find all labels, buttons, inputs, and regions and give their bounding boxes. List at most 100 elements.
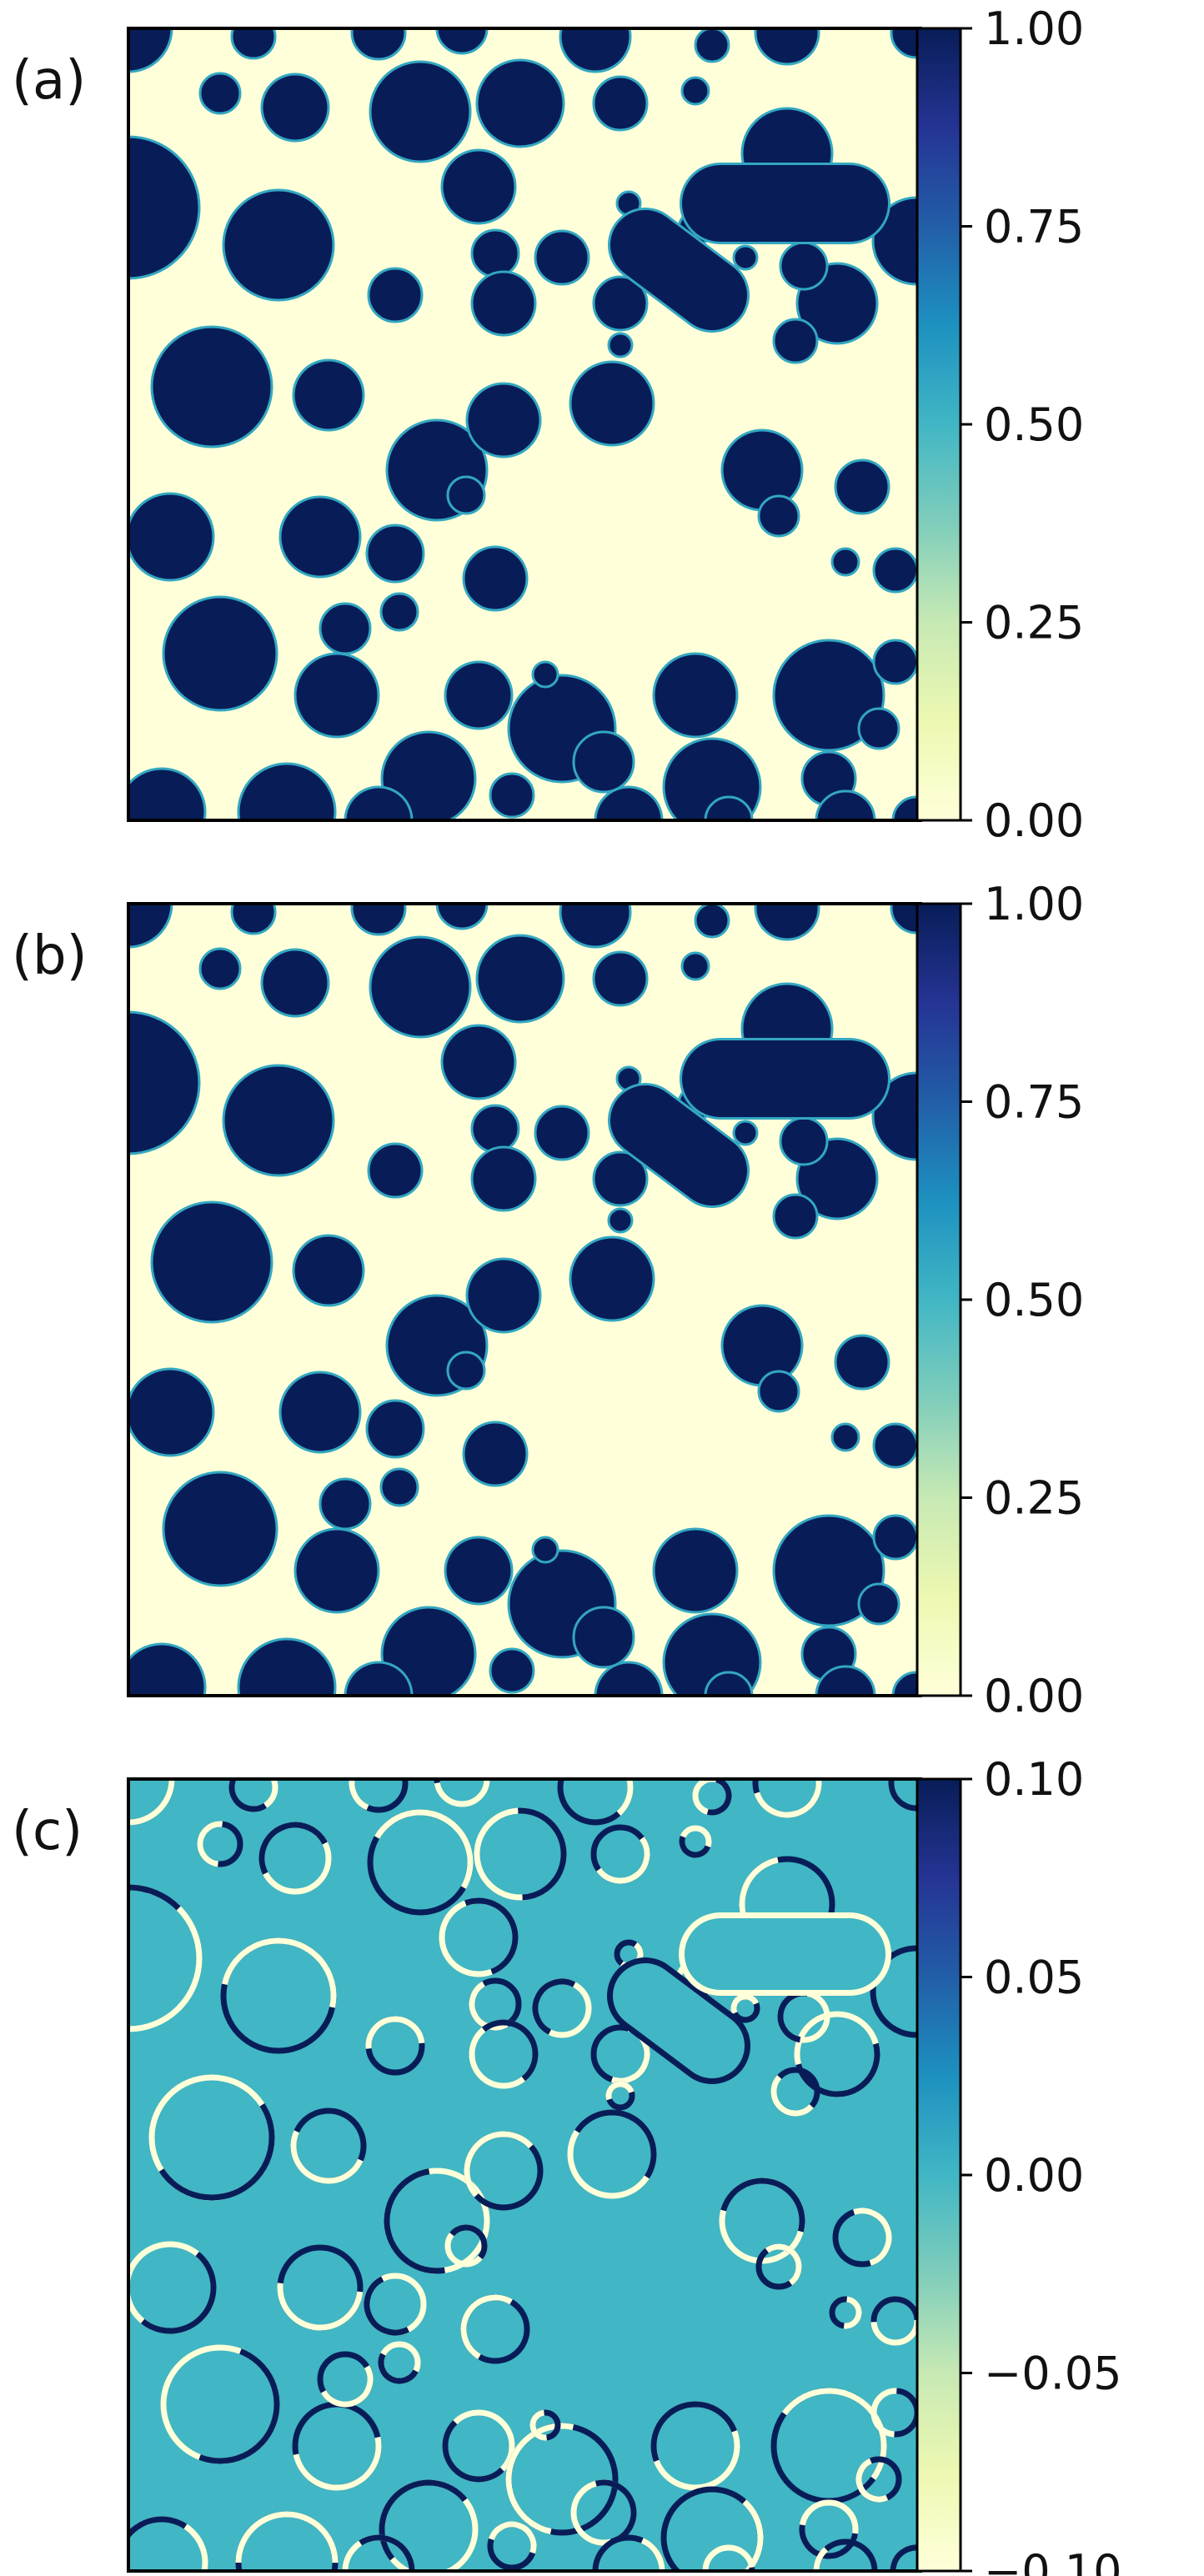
droplet xyxy=(694,904,730,939)
droplet xyxy=(704,795,754,820)
droplet xyxy=(830,1422,860,1452)
droplet xyxy=(222,1064,335,1177)
colorbar-gradient xyxy=(917,904,961,1696)
droplet xyxy=(559,28,632,73)
droplet xyxy=(757,1370,800,1413)
droplet-rim xyxy=(605,2081,635,2111)
droplet xyxy=(440,148,517,225)
droplet xyxy=(489,772,535,819)
droplet xyxy=(594,1661,664,1696)
droplet xyxy=(704,1671,754,1696)
droplet xyxy=(732,244,759,271)
droplet xyxy=(857,707,900,750)
droplet xyxy=(592,950,649,1007)
droplet xyxy=(772,318,819,364)
droplet xyxy=(462,545,529,612)
droplet-rim xyxy=(752,1779,822,1818)
droplet xyxy=(150,1200,273,1324)
colorbar-tick-label: 0.75 xyxy=(984,201,1084,253)
droplet xyxy=(446,475,486,515)
panel-c: (c) 0.10 0.05 0.00 −0.05 −0.10 xyxy=(0,1751,1204,2576)
colorbar-tick-label: 0.25 xyxy=(984,1472,1084,1525)
droplet xyxy=(162,1471,278,1587)
droplet-rim xyxy=(292,2401,382,2491)
droplet xyxy=(435,904,489,930)
droplet-rim xyxy=(378,2341,421,2384)
droplet xyxy=(128,492,215,582)
colorbar-tick-label: 0.25 xyxy=(984,597,1084,649)
droplet xyxy=(237,762,337,820)
droplet-rim xyxy=(755,2243,802,2290)
droplet xyxy=(652,652,739,739)
droplet-rim xyxy=(770,2067,820,2117)
droplet xyxy=(278,495,362,579)
colorbar-tick-label: 0.75 xyxy=(984,1076,1084,1129)
droplet xyxy=(319,602,372,655)
droplet xyxy=(292,1234,365,1307)
droplet xyxy=(680,76,710,106)
droplet xyxy=(475,934,565,1024)
droplet xyxy=(367,1142,424,1199)
droplet xyxy=(260,948,330,1018)
colorbar-gradient xyxy=(917,28,961,820)
droplet xyxy=(534,1105,590,1161)
field-content xyxy=(128,904,921,1696)
droplet-rim xyxy=(364,2273,427,2336)
droplet-rim xyxy=(532,1978,592,2038)
heatmap-b xyxy=(127,902,922,1697)
droplet xyxy=(531,1536,559,1564)
droplet xyxy=(444,660,514,730)
droplet-rim xyxy=(719,2178,805,2264)
droplet xyxy=(779,241,829,291)
droplet xyxy=(610,1085,747,1205)
droplet-rim xyxy=(557,1779,634,1826)
droplet xyxy=(830,547,860,577)
droplet xyxy=(772,639,885,752)
droplet xyxy=(872,1514,919,1561)
colorbar-tick-label: 0.00 xyxy=(984,1670,1084,1722)
droplet-rim xyxy=(460,2294,530,2364)
panel-b: (b) 1.00 0.75 0.50 0.25 0.00 xyxy=(0,875,1204,1722)
droplet xyxy=(462,1421,529,1487)
droplet xyxy=(230,28,277,60)
droplet xyxy=(344,1661,414,1696)
colorbar-gradient xyxy=(917,1779,961,2571)
droplet-rim xyxy=(464,2131,544,2211)
droplet xyxy=(470,1104,520,1154)
droplet xyxy=(470,270,537,337)
panel-label: (a) xyxy=(12,50,87,112)
droplet xyxy=(572,1606,635,1669)
droplet xyxy=(470,1145,537,1212)
droplet xyxy=(652,1527,739,1614)
droplet xyxy=(293,652,380,739)
droplet-rim xyxy=(770,2388,887,2504)
droplet-rim xyxy=(128,2241,217,2334)
panel-a: (a) 1.00 0.75 0.50 0.25 0.00 xyxy=(0,0,1204,847)
droplet xyxy=(779,1116,829,1166)
droplet xyxy=(293,1527,380,1614)
droplet-rim xyxy=(367,1809,474,1916)
droplet xyxy=(465,1257,542,1334)
droplet xyxy=(470,228,520,278)
droplet xyxy=(380,730,477,820)
droplet xyxy=(772,1193,819,1240)
colorbar-tick-label: −0.05 xyxy=(984,2348,1121,2400)
droplet-rim xyxy=(384,2168,490,2274)
colorbar-a: 1.00 0.75 0.50 0.25 0.00 xyxy=(916,3,1084,847)
colorbar-tick-label: 0.50 xyxy=(984,1274,1084,1326)
droplet xyxy=(128,1367,215,1457)
droplet xyxy=(694,28,730,63)
droplet xyxy=(607,332,634,358)
droplet xyxy=(489,1647,535,1694)
droplet xyxy=(872,547,919,594)
droplet-rim xyxy=(160,2344,280,2464)
colorbar-tick-label: 0.10 xyxy=(984,1753,1084,1806)
droplet xyxy=(475,58,565,148)
colorbar-c: 0.10 0.05 0.00 −0.05 −0.10 xyxy=(916,1753,1121,2576)
droplet xyxy=(559,904,632,949)
droplet xyxy=(128,904,173,949)
droplet xyxy=(128,135,201,280)
colorbar-tick-label: 0.00 xyxy=(984,794,1084,847)
droplet xyxy=(222,188,335,302)
droplet xyxy=(680,951,710,981)
